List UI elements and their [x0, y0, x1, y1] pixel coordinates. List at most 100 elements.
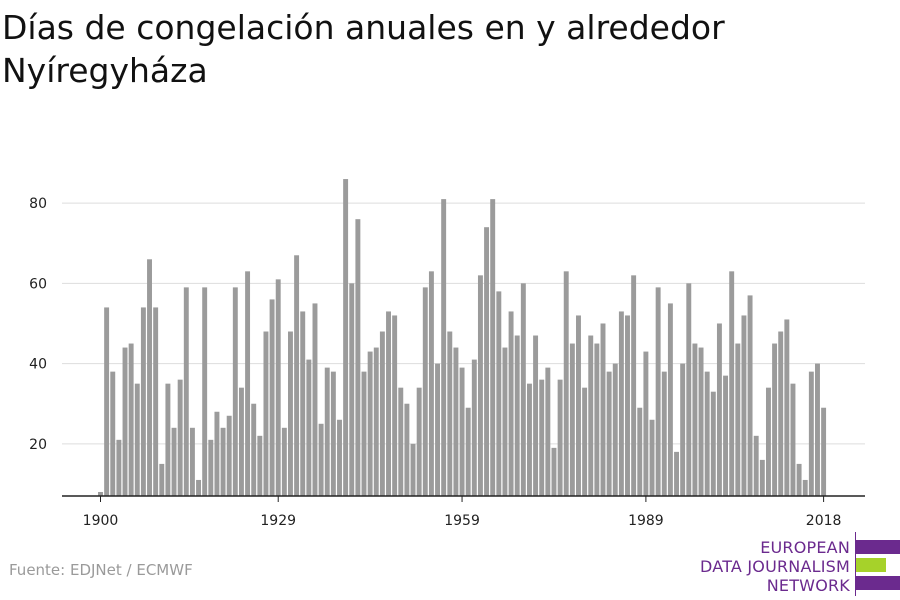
bar-1944 — [367, 351, 373, 496]
bars — [98, 179, 827, 497]
bar-1914 — [183, 287, 189, 496]
bar-1998 — [698, 347, 704, 496]
bar-1900 — [98, 491, 103, 496]
bar-1977 — [569, 343, 575, 496]
x-tick-label: 1900 — [83, 513, 119, 529]
bar-1905 — [128, 343, 134, 496]
bar-1994 — [674, 451, 679, 496]
bar-2010 — [772, 343, 778, 496]
bar-1957 — [447, 331, 453, 496]
bar-1975 — [557, 379, 563, 496]
bar-1969 — [520, 283, 526, 496]
bar-1929 — [275, 279, 281, 496]
bar-2006 — [747, 295, 753, 496]
bar-1989 — [643, 351, 649, 496]
logo-green-bar — [856, 558, 886, 572]
axes: 20 40 60 80 1900 1929 1959 1989 2018 — [29, 196, 865, 529]
bar-2007 — [753, 435, 759, 496]
bar-1915 — [189, 427, 195, 496]
edjnet-logo: EUROPEAN DATA JOURNALISM NETWORK — [680, 532, 900, 598]
bar-1919 — [214, 411, 220, 496]
y-tick-label: 20 — [29, 437, 47, 453]
bar-1976 — [563, 271, 569, 496]
bar-1999 — [704, 371, 710, 496]
bar-1909 — [153, 307, 159, 496]
bar-1928 — [269, 299, 275, 496]
bar-1916 — [196, 479, 202, 496]
bar-1958 — [453, 347, 459, 496]
bar-1971 — [533, 335, 539, 496]
bar-1986 — [625, 315, 630, 496]
logo-divider — [855, 532, 856, 596]
bar-1917 — [202, 287, 208, 496]
bar-2000 — [710, 391, 716, 496]
x-tick-label: 1929 — [260, 513, 296, 529]
bar-1990 — [649, 419, 655, 496]
bar-1930 — [281, 427, 287, 496]
bar-2018 — [821, 407, 827, 496]
bar-1997 — [692, 343, 698, 496]
bar-1955 — [435, 363, 441, 496]
bar-1933 — [300, 311, 306, 496]
bar-1995 — [680, 363, 686, 496]
logo-purple-bar-top — [856, 540, 900, 554]
bar-1925 — [251, 403, 257, 496]
bar-1974 — [551, 447, 557, 496]
logo-line-european: EUROPEAN — [760, 538, 850, 557]
logo-line-data-journalism: DATA JOURNALISM — [700, 557, 850, 576]
bar-1943 — [361, 371, 367, 496]
bar-1927 — [263, 331, 269, 496]
logo-purple-bar-bottom — [856, 576, 900, 590]
bar-2017 — [815, 363, 820, 496]
bar-1902 — [110, 371, 116, 496]
bar-1945 — [373, 347, 379, 496]
bar-1942 — [355, 219, 361, 497]
bar-1965 — [496, 291, 502, 496]
bar-1996 — [686, 283, 692, 496]
bar-1948 — [392, 315, 398, 496]
bar-2012 — [784, 319, 790, 496]
x-tick-label: 2018 — [806, 513, 842, 529]
bar-1959 — [459, 367, 465, 496]
x-tick-label: 1989 — [628, 513, 664, 529]
bar-1926 — [257, 435, 263, 496]
bar-1973 — [545, 367, 551, 496]
bar-1947 — [386, 311, 391, 496]
chart-title: Días de congelación anuales en y alreded… — [2, 8, 725, 90]
bar-1982 — [600, 323, 606, 496]
bar-1992 — [661, 371, 667, 496]
y-tick-label: 80 — [29, 196, 47, 212]
bar-1968 — [514, 335, 520, 496]
bar-1949 — [398, 387, 404, 496]
bar-2016 — [808, 371, 814, 496]
bar-1941 — [349, 283, 355, 496]
bar-1950 — [404, 403, 410, 496]
bar-1935 — [312, 303, 318, 496]
bar-1921 — [226, 415, 232, 496]
bar-1946 — [379, 331, 385, 496]
bar-1952 — [416, 387, 422, 496]
bar-2002 — [723, 375, 729, 496]
logo-line-network: NETWORK — [766, 576, 850, 595]
bar-1967 — [508, 311, 514, 496]
bar-2015 — [802, 479, 808, 496]
bar-1972 — [539, 379, 545, 496]
bar-1911 — [165, 383, 171, 496]
bar-1991 — [655, 287, 661, 496]
bar-2013 — [790, 383, 796, 496]
bar-1922 — [232, 287, 238, 496]
bar-1939 — [337, 419, 342, 496]
bar-1931 — [288, 331, 293, 496]
bar-1936 — [318, 423, 324, 496]
bar-1960 — [465, 407, 471, 496]
bar-1956 — [441, 199, 447, 497]
bar-1932 — [294, 255, 300, 496]
bar-1912 — [171, 427, 177, 496]
bar-1984 — [612, 363, 618, 496]
bar-1907 — [140, 307, 146, 496]
bar-1913 — [177, 379, 183, 496]
bar-1987 — [631, 275, 637, 496]
x-tick-label: 1959 — [444, 513, 480, 529]
bar-2004 — [735, 343, 741, 496]
